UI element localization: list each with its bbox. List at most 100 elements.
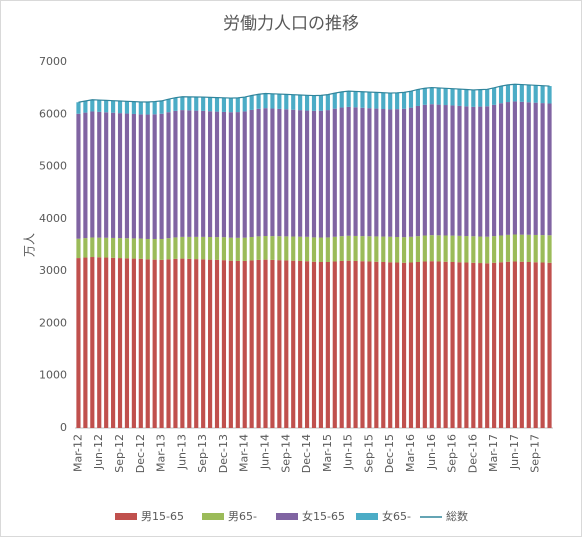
bar-segment [235, 237, 240, 261]
bar-segment [547, 86, 552, 104]
x-tick-label: Mar-17 [487, 434, 500, 472]
bar-segment [291, 260, 296, 428]
bar-segment [187, 110, 192, 237]
bar-segment [429, 235, 434, 262]
bar-segment [208, 237, 213, 260]
bar-segment [422, 235, 427, 262]
bar-segment [117, 113, 123, 239]
bar-segment [117, 258, 123, 428]
bar-segment [346, 91, 351, 107]
y-tick-label: 2000 [39, 316, 67, 329]
bar-segment [304, 110, 310, 237]
bar-segment [485, 263, 490, 428]
bar-segment [159, 238, 164, 260]
x-tick-label: Sep-16 [446, 434, 459, 473]
bar-segment [228, 237, 233, 261]
bar-segment [263, 108, 268, 237]
bar-segment [249, 95, 254, 110]
bar-segment [381, 109, 386, 237]
bar-segment [381, 236, 386, 262]
x-tick-label: Dec-14 [300, 434, 313, 473]
bar-segment [284, 94, 289, 110]
bar-segment [291, 109, 296, 237]
bar-segment [90, 257, 95, 428]
bar-segment [111, 100, 116, 113]
bar-segment [332, 261, 337, 428]
y-tick-label: 5000 [39, 160, 67, 173]
bar-segment [180, 236, 185, 259]
bar-segment [492, 104, 497, 237]
bar-segment [318, 110, 324, 238]
x-tick-label: Jun-16 [425, 434, 438, 470]
bar-segment [235, 97, 240, 113]
bar-segment [381, 261, 386, 428]
bar-segment [533, 234, 538, 263]
bar-segment [187, 258, 192, 428]
bar-segment [311, 110, 317, 238]
bar-segment [512, 261, 517, 428]
bar-segment [512, 101, 517, 235]
bar-segment [97, 100, 102, 112]
bar-segment [166, 259, 171, 428]
bar-segment [138, 258, 143, 428]
bar-segment [429, 104, 434, 236]
bar-segment [104, 112, 109, 238]
bar-segment [145, 259, 150, 428]
legend-swatch [276, 513, 298, 520]
bar-segment [97, 237, 102, 258]
bar-segment [415, 261, 420, 428]
bar-segment [131, 258, 136, 428]
bar-segment [478, 236, 483, 264]
bar-segment [228, 98, 233, 113]
bar-segment [353, 107, 358, 236]
bar-segment [228, 260, 233, 428]
bar-segment [540, 85, 545, 104]
bar-segment [131, 238, 136, 259]
bar-segment [388, 236, 393, 263]
bar-segment [540, 262, 545, 428]
bar-segment [457, 235, 462, 263]
bar-segment [76, 102, 81, 114]
legend-label: 男15-65 [141, 510, 184, 523]
bar-segment [505, 261, 511, 428]
bar-segment [208, 111, 213, 238]
bar-segment [249, 260, 254, 428]
bar-segment [339, 91, 344, 108]
bar-segment [346, 106, 351, 236]
bar-segment [457, 89, 462, 106]
bar-segment [408, 236, 414, 263]
legend-swatch [202, 513, 224, 520]
bar-segment [284, 236, 289, 261]
x-tick-label: Sep-12 [113, 434, 126, 473]
bar-segment [131, 113, 136, 239]
bar-segment [263, 259, 268, 428]
bar-segment [367, 92, 372, 109]
bar-segment [332, 236, 337, 262]
bar-segment [284, 109, 289, 237]
x-tick-label: Mar-12 [71, 434, 84, 472]
bar-segment [519, 84, 524, 102]
bar-segment [298, 94, 303, 111]
bar-segment [263, 93, 268, 109]
bar-segment [152, 101, 157, 115]
bar-segment [533, 85, 538, 103]
bar-segment [395, 237, 400, 263]
x-tick-label: Mar-15 [321, 434, 334, 472]
bar-segment [214, 97, 220, 112]
bar-segment [304, 95, 310, 111]
x-tick-label: Sep-13 [196, 434, 209, 473]
y-tick-label: 6000 [39, 107, 67, 120]
bar-segment [443, 235, 448, 262]
bar-segment [83, 101, 88, 113]
bar-segment [547, 262, 552, 428]
bar-segment [187, 236, 192, 259]
bar-segment [97, 111, 102, 238]
bar-segment [540, 103, 545, 236]
bar-segment [401, 237, 407, 263]
legend-label: 女65- [382, 509, 411, 523]
bar-segment [374, 108, 379, 237]
bar-segment [159, 100, 164, 114]
bar-segment [471, 236, 476, 263]
bar-segment [284, 260, 289, 428]
bar-segment [228, 112, 233, 238]
